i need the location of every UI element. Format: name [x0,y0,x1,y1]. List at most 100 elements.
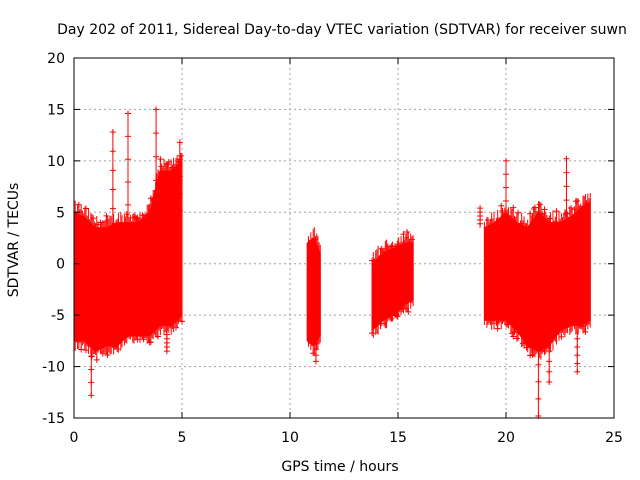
spike-point [109,167,116,174]
data-point [553,208,560,215]
x-tick-label: 15 [389,430,407,446]
data-point [369,330,376,337]
spike-point [109,148,116,155]
data-point [583,200,590,207]
x-tick-label: 10 [281,430,299,446]
spike-point [176,207,183,214]
spike-point [535,361,542,368]
y-tick-label: -15 [42,411,65,427]
chart-title: Day 202 of 2011, Sidereal Day-to-day VTE… [57,22,627,38]
spike-point [312,358,319,365]
data-point [393,312,400,319]
spike-point [125,133,131,140]
data-point [385,246,392,253]
data-point [78,346,85,353]
data-point [578,323,585,330]
data-point [379,248,386,255]
spike-point [546,348,553,355]
data-point [527,210,534,217]
data-point [513,335,520,342]
spike-point [125,179,131,186]
x-tick-label: 0 [70,430,79,446]
data-point [399,306,406,313]
data-point [402,305,409,312]
data-point [177,152,184,159]
x-tick-label: 25 [605,430,623,446]
data-point [539,348,546,355]
spike-point [312,333,319,340]
data-point [567,204,574,211]
data-point [519,340,526,347]
data-point [558,333,565,340]
spike-point [574,360,581,367]
data-point [485,217,492,224]
data-point [140,336,147,343]
spike-point [503,197,509,204]
spike-point [88,340,95,347]
x-tick-label: 20 [497,430,515,446]
y-tick-label: -10 [42,360,65,376]
data-band [483,192,591,360]
spike-point [125,110,131,117]
spike-point [563,210,570,217]
spike-point [88,353,95,360]
data-point [394,313,401,320]
data-point [510,333,517,340]
data-point [539,210,546,217]
data-point [498,202,505,209]
data-point [134,336,141,343]
data-point [123,211,130,218]
spike-point [563,197,570,204]
spike-point [125,156,131,163]
spike-point [312,346,319,353]
spike-point [503,171,509,178]
data-point [97,219,104,226]
spike-point [477,205,484,212]
data-point [99,350,106,357]
spike-point [563,183,570,190]
data-point [400,231,407,238]
data-point [155,333,161,340]
data-point [583,320,590,327]
data-point [495,318,502,325]
data-point [90,215,97,222]
spike-point [153,130,160,137]
spike-point [153,106,160,113]
data-point [83,205,89,212]
y-tick-label: 15 [47,102,65,118]
data-point [388,315,395,322]
spike-point [176,190,183,197]
spike-point [546,337,553,344]
spike-point [125,201,131,208]
data-point [175,317,182,324]
y-tick-label: 5 [56,205,65,221]
data-point [536,201,543,208]
data-band [306,227,321,355]
data-point [396,242,403,249]
spike-point [546,379,553,385]
data-point [515,209,522,216]
y-tick-label: 0 [56,257,65,273]
spike-point [503,211,509,218]
data-point [312,236,319,243]
data-point [165,158,172,165]
data-point [571,206,578,213]
spike-point [503,157,509,164]
data-point [93,356,100,363]
data-band [371,231,414,338]
data-point [546,215,553,222]
x-axis-label: GPS time / hours [281,459,398,475]
spike-point [176,139,183,146]
data-point [404,229,411,236]
data-point [574,198,581,205]
data-point [173,324,179,331]
data-point [75,201,82,208]
data-point [494,325,501,332]
spike-point [176,173,183,180]
spike-point [563,169,570,176]
spike-point [535,378,542,385]
data-point [510,204,517,211]
data-point [408,236,415,243]
spike-point [176,156,183,163]
